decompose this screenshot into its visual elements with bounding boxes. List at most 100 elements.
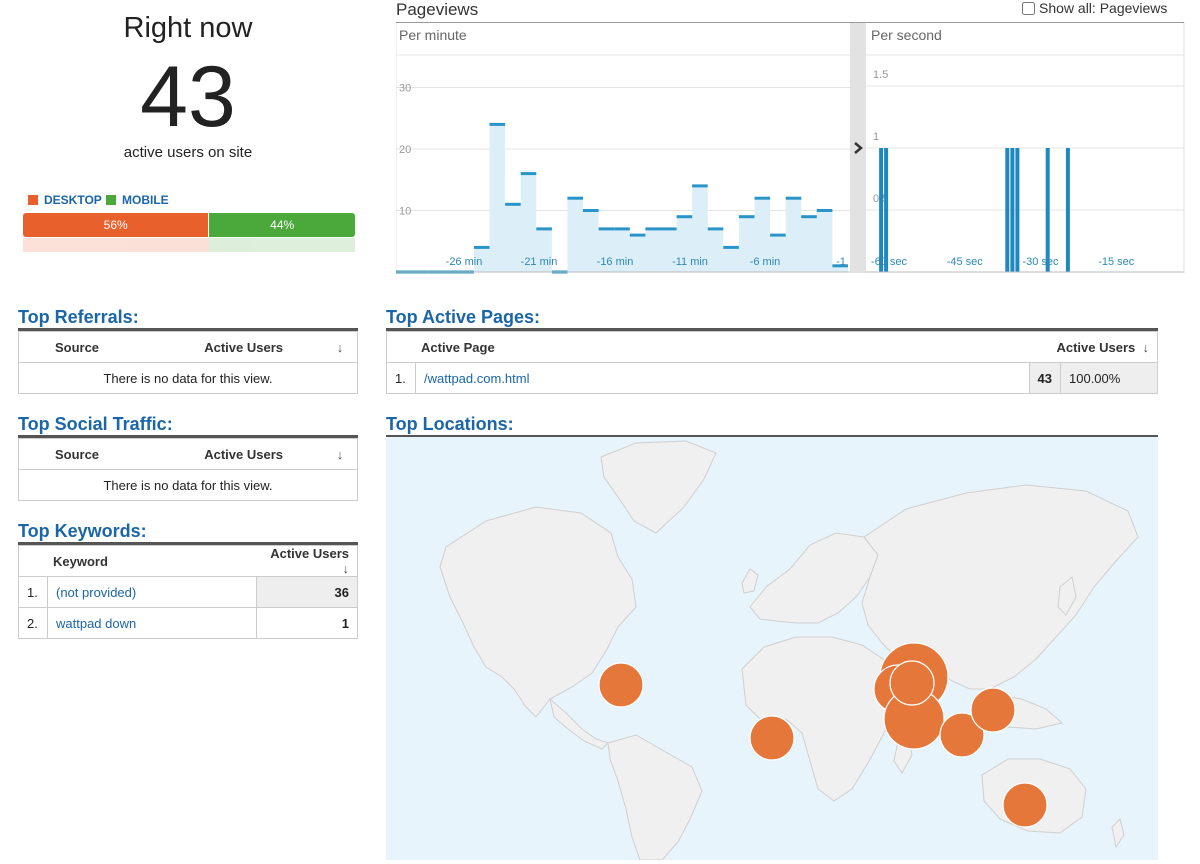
legend-desktop-label: DESKTOP xyxy=(44,193,102,207)
top-keywords-title[interactable]: Top Keywords: xyxy=(18,521,147,541)
per-minute-point xyxy=(505,202,521,206)
pages-users-header[interactable]: Active Users ↓ xyxy=(1029,331,1159,363)
keyword-users: 1 xyxy=(256,607,358,639)
per-minute-label: Per minute xyxy=(399,27,467,43)
per-minute-point xyxy=(489,122,506,126)
show-all-toggle[interactable]: Show all: Pageviews xyxy=(1022,0,1167,16)
per-second-bar xyxy=(1045,148,1050,272)
top-social-title[interactable]: Top Social Traffic: xyxy=(18,414,173,434)
per-minute-point xyxy=(676,215,693,219)
mobile-swatch xyxy=(106,195,116,205)
per-second-grid xyxy=(866,54,1184,211)
per-minute-point xyxy=(723,245,739,249)
us-marker xyxy=(598,662,644,708)
chart-scroll-handle[interactable] xyxy=(850,23,866,273)
sort-down-arrow-icon[interactable]: ↓ xyxy=(1142,339,1150,355)
per-minute-point xyxy=(473,245,490,249)
per-second-x-axis: -60 sec -45 sec -30 sec -15 sec xyxy=(871,256,1135,268)
active-users-label: active users on site xyxy=(123,144,253,161)
per-minute-point xyxy=(567,196,583,200)
social-source-header: Source xyxy=(18,438,135,470)
show-all-checkbox[interactable] xyxy=(1022,1,1035,15)
top-pages-rule xyxy=(386,328,1158,331)
top-referrals-rule xyxy=(18,328,358,331)
africa xyxy=(741,636,899,802)
per-minute-area xyxy=(396,124,848,273)
per-minute-point xyxy=(770,233,786,237)
per-second-x-tick: -15 sec xyxy=(1098,256,1135,268)
per-minute-y-axis: 30 20 10 xyxy=(399,83,411,218)
per-minute-x-tick: -1 xyxy=(836,256,846,268)
southeast-asia-marker xyxy=(939,712,985,758)
per-minute-point xyxy=(661,227,677,231)
top-keywords-rule xyxy=(18,542,358,545)
world-map[interactable] xyxy=(386,437,1158,860)
per-second-bar xyxy=(1065,148,1070,272)
per-minute-point xyxy=(832,264,848,268)
show-all-label: Show all: Pageviews xyxy=(1039,0,1168,16)
per-minute-point xyxy=(614,227,630,231)
referrals-users-header[interactable]: Active Users xyxy=(135,331,323,363)
device-split-bar: 56% 44% xyxy=(23,213,355,237)
per-second-bar xyxy=(884,148,889,272)
per-second-x-tick: -60 sec xyxy=(871,256,908,268)
new-zealand xyxy=(1111,818,1125,849)
per-second-chart: Per second 1.510.5 -60 sec-45 sec-30 sec… xyxy=(866,23,1185,273)
top-social-rule xyxy=(18,435,358,438)
per-minute-y-tick: 10 xyxy=(399,206,411,218)
keywords-users-header[interactable]: Active Users ↓ xyxy=(256,545,358,577)
page-users: 43 xyxy=(1028,362,1062,394)
social-users-header[interactable]: Active Users xyxy=(135,438,323,470)
per-second-series xyxy=(879,148,1070,272)
per-minute-x-tick: -26 min xyxy=(446,256,483,268)
per-minute-point xyxy=(645,227,661,231)
per-minute-y-tick: 20 xyxy=(399,144,411,156)
keyword-link[interactable]: wattpad down xyxy=(47,607,257,639)
philippines-marker xyxy=(970,687,1016,733)
top-pages-title[interactable]: Top Active Pages: xyxy=(386,307,541,327)
south-america xyxy=(607,734,703,860)
row-index: 2. xyxy=(18,607,48,639)
keyword-header: Keyword xyxy=(18,545,257,577)
legend-mobile: MOBILE xyxy=(106,193,169,207)
desktop-segment[interactable]: 56% xyxy=(23,213,209,237)
per-minute-point xyxy=(598,227,615,231)
japan xyxy=(1057,576,1077,616)
per-minute-grid xyxy=(396,54,850,211)
per-second-y-tick: 1 xyxy=(873,131,879,143)
per-minute-x-tick: -11 min xyxy=(672,256,708,268)
greenland xyxy=(600,440,717,534)
table-row: 1. (not provided) 36 xyxy=(18,576,358,608)
per-second-bar xyxy=(1010,148,1015,272)
per-minute-point xyxy=(801,215,817,219)
chevron-right-icon[interactable] xyxy=(854,142,863,154)
active-page-link[interactable]: /wattpad.com.html xyxy=(415,362,1030,394)
pageviews-title: Pageviews xyxy=(396,0,479,19)
legend-mobile-label: MOBILE xyxy=(122,193,169,207)
mobile-reflection xyxy=(208,238,355,252)
sort-down-arrow-icon[interactable]: ↓ xyxy=(323,438,358,470)
per-minute-point xyxy=(536,227,552,231)
top-referrals-title[interactable]: Top Referrals: xyxy=(18,307,139,327)
per-second-x-tick: -45 sec xyxy=(947,256,984,268)
north-america xyxy=(439,506,637,718)
sort-down-arrow-icon[interactable]: ↓ xyxy=(323,331,358,363)
asia xyxy=(861,484,1139,690)
keyword-link[interactable]: (not provided) xyxy=(47,576,257,608)
sort-down-arrow-icon[interactable]: ↓ xyxy=(342,561,350,576)
per-minute-x-axis: -26 min -21 min -16 min -11 min -6 min -1 xyxy=(446,256,846,268)
per-second-label: Per second xyxy=(871,27,942,43)
per-second-bar xyxy=(1015,148,1020,272)
active-page-header: Active Page xyxy=(386,331,1030,363)
row-index: 1. xyxy=(386,362,416,394)
world-map-svg xyxy=(439,440,1139,860)
top-locations-title[interactable]: Top Locations: xyxy=(386,414,514,434)
device-split-reflection xyxy=(23,238,355,252)
legend-desktop: DESKTOP xyxy=(28,193,102,207)
keyword-users: 36 xyxy=(256,576,358,608)
referrals-empty-message: There is no data for this view. xyxy=(18,362,358,394)
referrals-source-header: Source xyxy=(18,331,135,363)
active-users-count: 43 xyxy=(140,49,236,145)
mobile-segment[interactable]: 44% xyxy=(208,213,355,237)
per-minute-y-tick: 30 xyxy=(399,83,411,95)
